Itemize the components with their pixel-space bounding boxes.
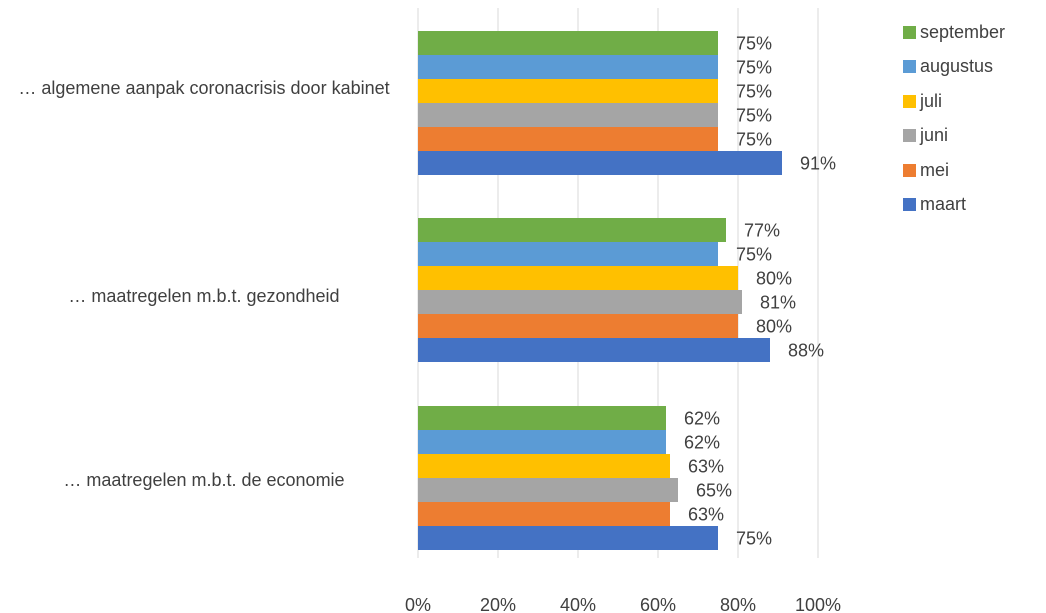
data-label: 75%	[736, 529, 772, 549]
data-label: 91%	[800, 154, 836, 174]
bar	[418, 79, 718, 103]
legend-swatch	[903, 198, 916, 212]
legend-label: september	[920, 21, 1006, 42]
legend-label: juni	[920, 125, 949, 146]
data-label: 80%	[756, 317, 792, 337]
x-tick-label: 40%	[560, 595, 596, 613]
category-label: … maatregelen m.b.t. de economie	[63, 470, 345, 490]
legend-swatch	[903, 25, 916, 39]
data-label: 75%	[736, 82, 772, 102]
legend-item: juni	[903, 119, 1005, 154]
x-tick-label: 20%	[480, 595, 516, 613]
legend-label: maart	[920, 194, 967, 215]
x-tick-label: 80%	[720, 595, 756, 613]
data-label: 75%	[736, 130, 772, 150]
category-label: … maatregelen m.b.t. gezondheid	[68, 286, 340, 306]
legend-swatch	[903, 60, 916, 74]
bar	[418, 314, 738, 338]
bar	[418, 266, 738, 290]
data-label: 77%	[744, 221, 780, 241]
x-tick-label: 0%	[405, 595, 431, 613]
bar	[418, 526, 718, 550]
data-label: 63%	[688, 505, 724, 525]
bar	[418, 502, 670, 526]
bar	[418, 290, 742, 314]
legend-label: juli	[920, 90, 943, 111]
legend-label: mei	[920, 159, 950, 180]
bar	[418, 151, 782, 175]
bar	[418, 55, 718, 79]
data-label: 63%	[688, 457, 724, 477]
legend-swatch	[903, 94, 916, 108]
bar	[418, 338, 770, 362]
data-label: 75%	[736, 58, 772, 78]
bar	[418, 454, 670, 478]
data-label: 75%	[736, 34, 772, 54]
legend-item: september	[903, 15, 1005, 50]
bar	[418, 31, 718, 55]
bar	[418, 127, 718, 151]
x-tick-label: 60%	[640, 595, 676, 613]
data-label: 81%	[760, 293, 796, 313]
bar	[418, 478, 678, 502]
bar	[418, 218, 726, 242]
legend-item: juli	[903, 84, 1005, 119]
legend-swatch	[903, 163, 916, 177]
data-label: 75%	[736, 245, 772, 265]
bar	[418, 406, 666, 430]
data-label: 62%	[684, 409, 720, 429]
data-label: 80%	[756, 269, 792, 289]
legend-item: maart	[903, 188, 1005, 223]
chart-legend: september augustus juli juni mei maart	[903, 15, 1005, 222]
category-label: … algemene aanpak coronacrisis door kabi…	[18, 78, 390, 98]
data-label: 65%	[696, 481, 732, 501]
x-tick-label: 100%	[795, 595, 841, 613]
data-label: 62%	[684, 433, 720, 453]
legend-item: mei	[903, 153, 1005, 188]
legend-item: augustus	[903, 50, 1005, 85]
legend-swatch	[903, 129, 916, 143]
bar	[418, 103, 718, 127]
legend-label: augustus	[920, 56, 994, 77]
data-label: 75%	[736, 106, 772, 126]
bar	[418, 430, 666, 454]
bar	[418, 242, 718, 266]
data-label: 88%	[788, 341, 824, 361]
